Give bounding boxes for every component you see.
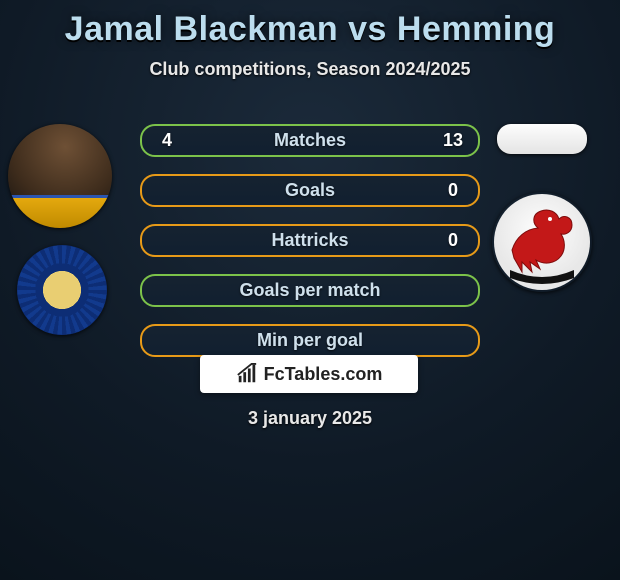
- bar-goals-label: Goals: [285, 180, 335, 201]
- bar-goals-right: 0: [442, 180, 464, 201]
- bar-matches-left: 4: [156, 130, 178, 151]
- club-crest-right-svg: [492, 192, 592, 292]
- bar-mpg-label: Min per goal: [257, 330, 363, 351]
- date-footer: 3 january 2025: [0, 408, 620, 429]
- comparison-stage: Jamal Blackman vs Hemming Club competiti…: [0, 0, 620, 580]
- bar-gpm-label: Goals per match: [239, 280, 380, 301]
- bar-mpg: Min per goal: [140, 324, 480, 357]
- comparison-bars: 4 Matches 13 Goals 0 Hattricks 0 Goals p…: [140, 124, 480, 374]
- right-column: [488, 124, 596, 292]
- player-photo-right: [497, 124, 587, 154]
- bar-matches-label: Matches: [274, 130, 346, 151]
- club-crest-left-label: [17, 245, 107, 335]
- bar-matches-right: 13: [442, 130, 464, 151]
- club-crest-left: [17, 245, 107, 335]
- page-title: Jamal Blackman vs Hemming: [0, 0, 620, 49]
- brand-text: FcTables.com: [264, 364, 383, 385]
- player-photo-left: [8, 124, 112, 228]
- subtitle: Club competitions, Season 2024/2025: [0, 59, 620, 80]
- bar-hattricks: Hattricks 0: [140, 224, 480, 257]
- left-column: [8, 124, 116, 335]
- bar-hattricks-label: Hattricks: [271, 230, 348, 251]
- club-crest-right: [492, 192, 592, 292]
- bar-goals: Goals 0: [140, 174, 480, 207]
- brand-icon: [236, 363, 258, 385]
- bar-hattricks-right: 0: [442, 230, 464, 251]
- bar-gpm: Goals per match: [140, 274, 480, 307]
- title-vs: vs: [348, 10, 387, 48]
- brand-box[interactable]: FcTables.com: [200, 355, 418, 393]
- title-right: Hemming: [397, 10, 555, 48]
- bar-matches: 4 Matches 13: [140, 124, 480, 157]
- title-left: Jamal Blackman: [65, 10, 339, 48]
